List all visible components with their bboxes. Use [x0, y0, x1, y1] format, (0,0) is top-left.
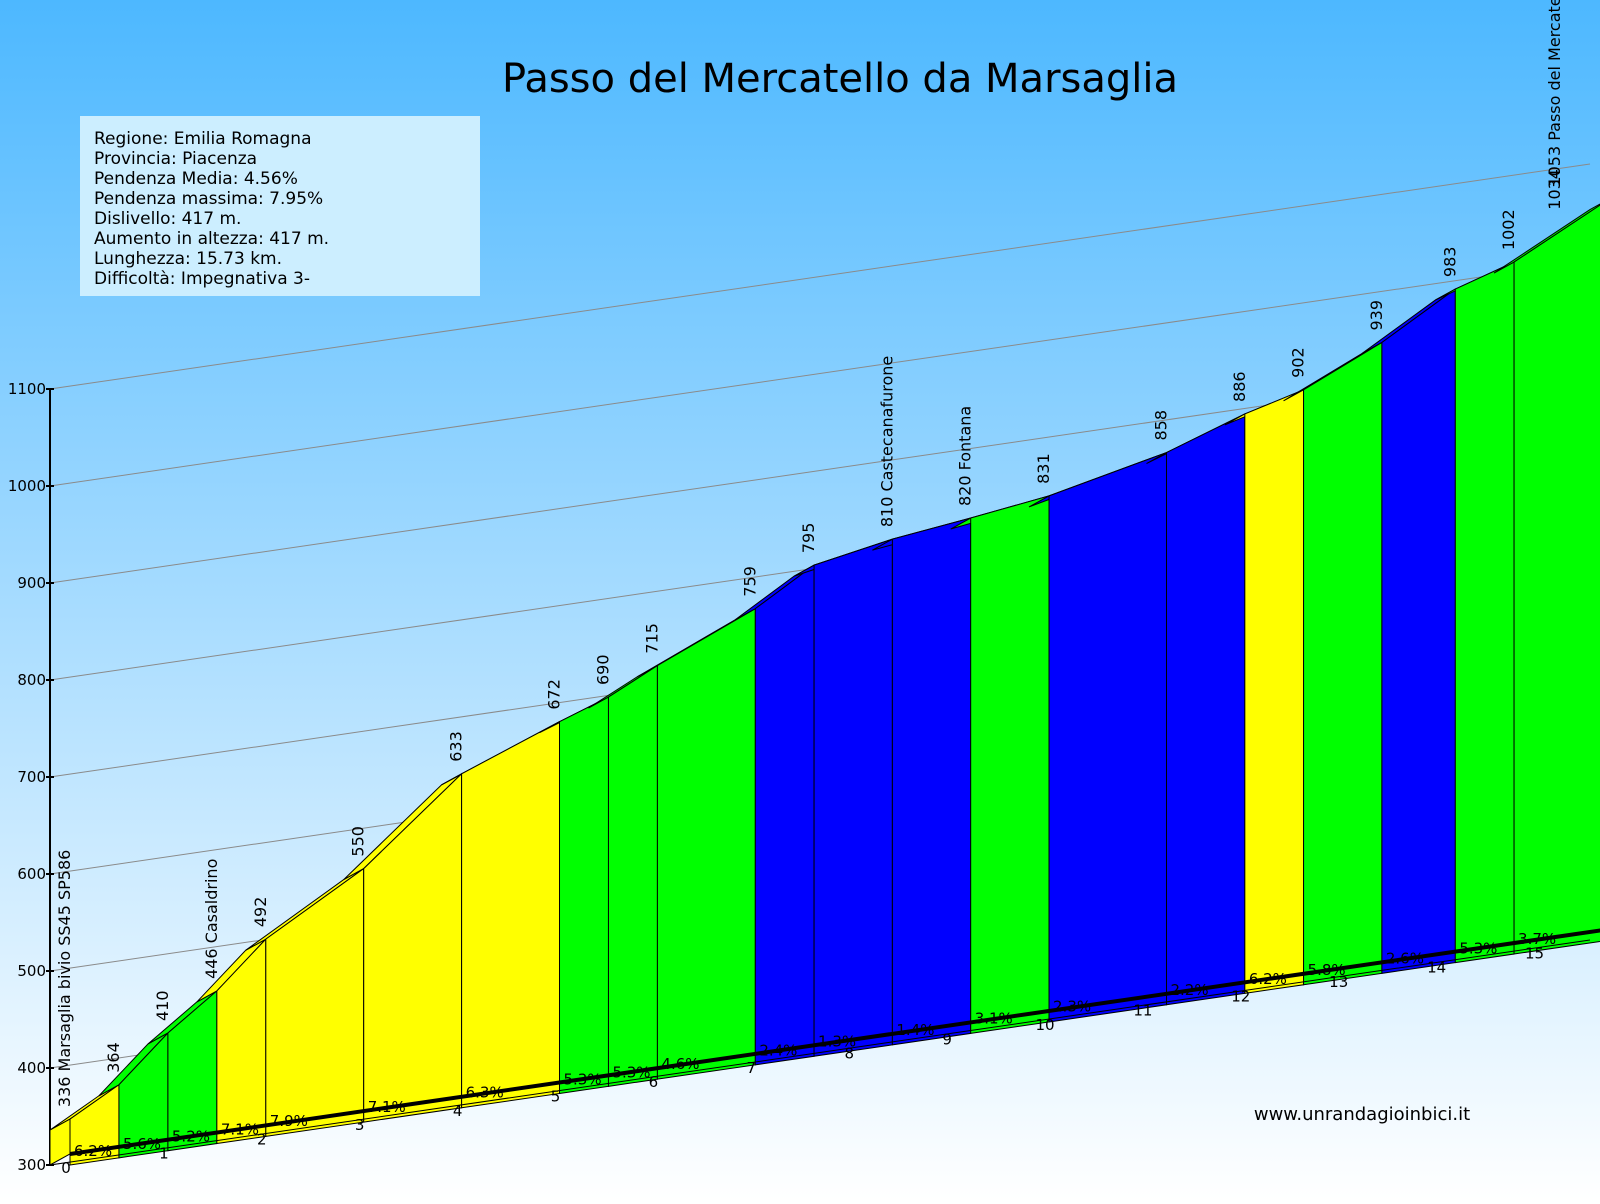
- info-line: Regione: Emilia Romagna: [94, 129, 312, 149]
- y-tick-label: 700: [17, 768, 46, 786]
- x-axis-base: [49, 939, 1591, 1166]
- info-line: Dislivello: 417 m.: [94, 209, 241, 229]
- elevation-label: 759: [740, 566, 759, 597]
- elevation-label: 364: [104, 1042, 123, 1073]
- y-tick-label: 900: [17, 574, 46, 592]
- elevation-label: 1002: [1499, 209, 1518, 250]
- segment-face: [656, 607, 756, 1080]
- x-tick-label: 4: [453, 1102, 463, 1120]
- profile-segments: [49, 203, 1600, 1166]
- elevation-label: 410: [153, 990, 172, 1021]
- info-line: Pendenza massima: 7.95%: [94, 189, 323, 209]
- x-tick-label: 5: [551, 1087, 561, 1105]
- grid-line: [49, 163, 1591, 390]
- y-tick-label: 400: [17, 1059, 46, 1077]
- segment-face: [1048, 451, 1168, 1023]
- elevation-label: 690: [593, 654, 612, 685]
- x-tick-label: 6: [649, 1073, 659, 1091]
- x-tick-label: 10: [1035, 1016, 1054, 1034]
- y-tick-label: 1000: [8, 477, 46, 495]
- elevation-label: 1053 Passo del Mercatello: [1545, 0, 1564, 187]
- elevation-label: 902: [1289, 347, 1308, 378]
- segment-face: [461, 720, 561, 1109]
- y-tick-label: 800: [17, 671, 46, 689]
- x-tick-label: 9: [942, 1030, 952, 1048]
- elevation-label: 336 Marsaglia bivio SS45 SP586: [55, 850, 74, 1107]
- elevation-label: 831: [1034, 453, 1053, 484]
- elevation-label: 810 Castecanafurone: [877, 356, 896, 527]
- elevation-label: 983: [1440, 247, 1459, 278]
- elevation-label: 795: [799, 523, 818, 554]
- segment-face: [813, 538, 893, 1057]
- segment-top: [1493, 203, 1600, 274]
- y-tick-label: 500: [17, 962, 46, 980]
- x-tick-label: 12: [1231, 987, 1250, 1005]
- grid-line: [49, 260, 1591, 487]
- x-tick-label: 0: [61, 1159, 71, 1177]
- x-tick-label: 3: [355, 1116, 365, 1134]
- x-tick-label: 2: [257, 1130, 267, 1148]
- elevation-label: 492: [251, 897, 270, 928]
- elevation-label: 672: [545, 679, 564, 710]
- elevation-label: 858: [1152, 410, 1171, 441]
- segment-face: [1244, 389, 1305, 994]
- x-tick-label: 14: [1427, 959, 1446, 977]
- elevation-labels: 336 Marsaglia bivio SS45 SP586 364 410 446 …: [55, 0, 1564, 1107]
- info-line: Aumento in altezza: 417 m.: [94, 229, 329, 249]
- segment-face: [1454, 261, 1515, 964]
- x-tick-label: 13: [1329, 973, 1348, 991]
- elevation-label: 886: [1230, 371, 1249, 402]
- segment-face: [891, 517, 972, 1046]
- info-line: Provincia: Piacenza: [94, 149, 257, 169]
- info-line: Pendenza Media: 4.56%: [94, 169, 298, 189]
- elevation-label: 550: [349, 826, 368, 857]
- info-box: [80, 116, 480, 296]
- segment-face: [1381, 288, 1456, 974]
- segment-face: [559, 696, 609, 1095]
- y-axis: 300 400 500 600 700 800 900 1000 1100: [8, 380, 54, 1174]
- segment-face: [1166, 413, 1246, 1006]
- x-tick-label: 7: [747, 1059, 757, 1077]
- x-tick-label: 11: [1133, 1002, 1152, 1020]
- y-tick-label: 600: [17, 865, 46, 883]
- segment-face: [970, 495, 1050, 1034]
- elevation-label: 446 Casaldrino: [202, 859, 221, 979]
- x-tick-label: 8: [844, 1045, 854, 1063]
- segment-face: [607, 664, 658, 1087]
- elevation-label: 715: [642, 623, 661, 654]
- elevation-label: 1034: [1545, 169, 1564, 210]
- x-tick-label: 1: [159, 1145, 169, 1163]
- chart-title: Passo del Mercatello da Marsaglia: [502, 56, 1178, 102]
- segment-face: [1303, 341, 1383, 986]
- x-axis-line: [69, 928, 1600, 1156]
- watermark: www.unrandagioinbici.it: [1254, 1104, 1470, 1125]
- y-tick-label: 300: [17, 1156, 46, 1174]
- elevation-label: 633: [447, 731, 466, 762]
- info-line: Difficoltà: Impegnativa 3-: [94, 269, 310, 289]
- elevation-label: 939: [1367, 300, 1386, 331]
- info-line: Lunghezza: 15.73 km.: [94, 249, 282, 269]
- x-tick-label: 15: [1525, 944, 1544, 962]
- segment-side: [49, 1118, 71, 1166]
- elevation-label: 820 Fontana: [956, 406, 975, 506]
- segment-face: [1513, 204, 1600, 955]
- y-tick-label: 1100: [8, 380, 46, 398]
- segment-face: [754, 564, 815, 1066]
